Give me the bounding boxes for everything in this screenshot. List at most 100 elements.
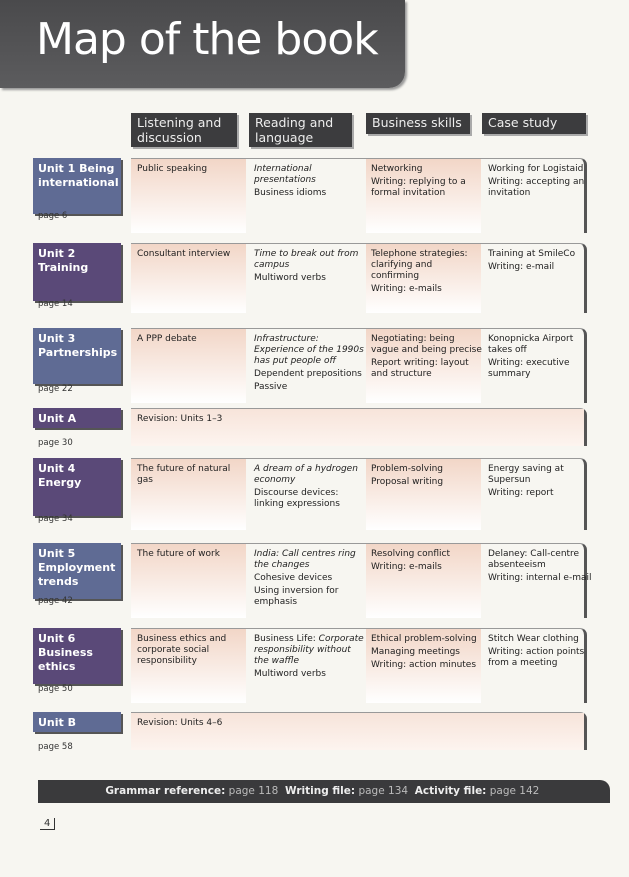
column-header-business-skills: Business skills (366, 113, 470, 134)
unit-page: page 6 (38, 211, 68, 221)
cell-item: Managing meetings (371, 647, 460, 657)
cell-business-skills: Networking Writing: replying to a formal … (371, 164, 483, 201)
cell-item: Writing: accepting an invitation (488, 177, 585, 198)
cell-item: A dream of a hydrogen economy (254, 464, 358, 485)
unit-page: page 42 (38, 596, 73, 606)
cell-item: Dependent prepositions (254, 369, 362, 379)
cell-item: Training at SmileCo (488, 249, 576, 259)
footer-label: Grammar reference: (105, 785, 226, 797)
cell-item: Writing: replying to a formal invitation (371, 177, 466, 198)
unit-page: page 50 (38, 684, 73, 694)
revision-frame: Revision: Units 1–3 (131, 408, 587, 446)
cell-item: Writing: e-mails (371, 562, 442, 572)
unit-label: Unit B (33, 712, 121, 732)
cell-item: Infrastructure: Experience of the 1990s … (254, 334, 364, 366)
cell-item: India: Call centres ring the changes (254, 549, 356, 570)
unit-frame: Public speaking International presentatio… (131, 158, 587, 233)
cell-case-study: Konopnicka Airport takes off Writing: exe… (488, 334, 600, 382)
unit-page: page 22 (38, 384, 73, 394)
revision-frame: Revision: Units 4–6 (131, 712, 587, 750)
footer-page-link[interactable]: page 134 (358, 785, 409, 797)
cell-item: Business idioms (254, 188, 327, 198)
cell-item: The future of work (137, 549, 220, 559)
cell-item: Business Life: Corporate responsibility … (254, 634, 364, 666)
cell-item: Public speaking (137, 164, 208, 174)
cell-item: Multiword verbs (254, 669, 326, 679)
cell-case-study: Stitch Wear clothing Writing: action poin… (488, 634, 600, 671)
column-header-reading: Reading and language (249, 113, 352, 147)
revision-text: Revision: Units 1–3 (137, 414, 223, 424)
cell-item: Resolving conflict (371, 549, 450, 559)
unit-page: page 58 (38, 742, 73, 752)
unit-page: page 30 (38, 438, 73, 448)
page-title: Map of the book (36, 14, 379, 65)
cell-item: Writing: action points from a meeting (488, 647, 585, 668)
unit-frame: Consultant interview Time to break out fr… (131, 243, 587, 313)
cell-item: Negotiating: being vague and being preci… (371, 334, 482, 355)
footer-page-link[interactable]: page 142 (489, 785, 540, 797)
cell-item: Telephone strategies: clarifying and con… (371, 249, 468, 281)
cell-business-skills: Resolving conflict Writing: e-mails (371, 549, 483, 575)
cell-item: Working for Logistaid (488, 164, 584, 174)
cell-item: Multiword verbs (254, 273, 326, 283)
cell-item: Time to break out from campus (254, 249, 359, 270)
unit-label: Unit A (33, 408, 121, 428)
cell-business-skills: Ethical problem-solving Managing meetings… (371, 634, 483, 673)
cell-listening: A PPP debate (137, 334, 249, 347)
cell-item: Writing: report (488, 488, 554, 498)
cell-item: Konopnicka Airport takes off (488, 334, 574, 355)
cell-item: Energy saving at Supersun (488, 464, 564, 485)
cell-reading: India: Call centres ring the changes Cohe… (254, 549, 366, 610)
cell-item: Stitch Wear clothing (488, 634, 579, 644)
cell-reading: Time to break out from campus Multiword v… (254, 249, 366, 286)
unit-page: page 14 (38, 299, 73, 309)
cell-case-study: Working for Logistaid Writing: accepting … (488, 164, 600, 201)
cell-item: Writing: action minutes (371, 660, 477, 670)
cell-item: Report writing: layout and structure (371, 358, 469, 379)
cell-item: Networking (371, 164, 423, 174)
column-header-listening: Listening and discussion (131, 113, 237, 147)
cell-case-study: Delaney: Call-centre absenteeism Writing:… (488, 549, 600, 586)
cell-item: Passive (254, 382, 288, 392)
unit-frame: Business ethics and corporate social res… (131, 628, 587, 703)
page-number: 4 (40, 818, 56, 830)
footer-label: Activity file: (414, 785, 487, 797)
cell-item: Writing: internal e-mail (488, 573, 592, 583)
cell-item: Writing: e-mail (488, 262, 555, 272)
unit-label: Unit 2 Training (33, 243, 121, 301)
cell-reading: Business Life: Corporate responsibility … (254, 634, 366, 682)
unit-page: page 34 (38, 514, 73, 524)
cell-business-skills: Negotiating: being vague and being preci… (371, 334, 483, 382)
cell-item: Discourse devices: linking expressions (254, 488, 340, 509)
cell-item: Problem-solving (371, 464, 443, 474)
cell-item: The future of natural gas (137, 464, 231, 485)
footer-label: Writing file: (284, 785, 356, 797)
unit-label: Unit 3 Partnerships (33, 328, 121, 384)
cell-item: Ethical problem-solving (371, 634, 477, 644)
cell-reading: A dream of a hydrogen economy Discourse d… (254, 464, 366, 512)
cell-business-skills: Telephone strategies: clarifying and con… (371, 249, 483, 297)
footer-page-link[interactable]: page 118 (228, 785, 279, 797)
unit-label: Unit 1 Being international (33, 158, 121, 214)
cell-case-study: Training at SmileCo Writing: e-mail (488, 249, 600, 275)
cell-listening: Consultant interview (137, 249, 249, 262)
cell-item: International presentations (254, 164, 316, 185)
unit-label: Unit 5 Employment trends (33, 543, 121, 599)
unit-frame: A PPP debate Infrastructure: Experience o… (131, 328, 587, 403)
cell-item: Proposal writing (371, 477, 444, 487)
cell-listening: The future of natural gas (137, 464, 249, 488)
revision-text: Revision: Units 4–6 (137, 718, 223, 728)
column-header-case-study: Case study (482, 113, 586, 134)
cell-item: Writing: e-mails (371, 284, 442, 294)
footer-references: Grammar reference: page 118 Writing file… (38, 780, 610, 803)
cell-item: Consultant interview (137, 249, 231, 259)
unit-label: Unit 4 Energy (33, 458, 121, 516)
unit-frame: The future of work India: Call centres ri… (131, 543, 592, 618)
cell-item: Business ethics and corporate social res… (137, 634, 227, 666)
unit-frame: The future of natural gas A dream of a hy… (131, 458, 587, 530)
cell-item: Cohesive devices (254, 573, 333, 583)
cell-item: Using inversion for emphasis (254, 586, 339, 607)
title-band: Map of the book (0, 0, 405, 88)
cell-listening: Public speaking (137, 164, 249, 177)
cell-case-study: Energy saving at Supersun Writing: report (488, 464, 600, 501)
